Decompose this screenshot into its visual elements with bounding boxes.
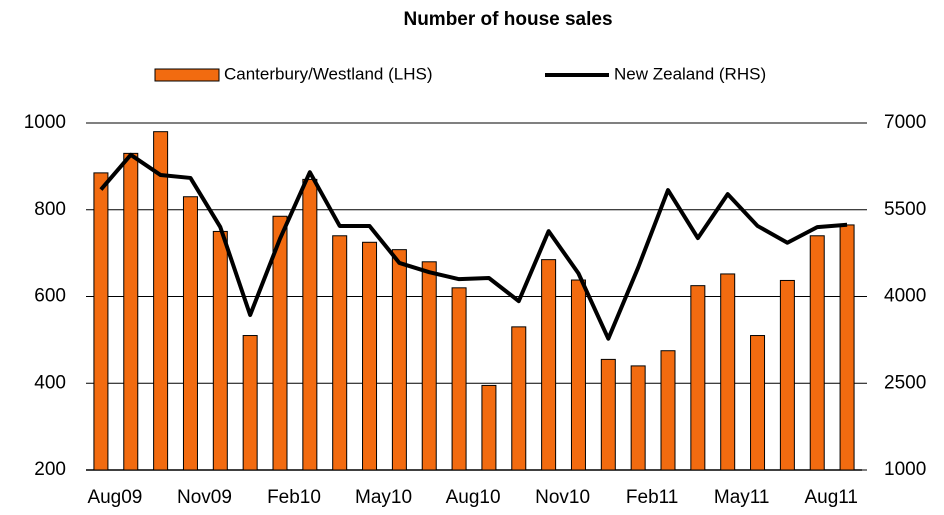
legend-swatch <box>154 68 220 82</box>
bar <box>391 249 407 471</box>
bar <box>242 335 258 471</box>
bar <box>123 152 139 471</box>
y-tick-label: 400 <box>34 372 66 393</box>
bar <box>212 230 228 471</box>
y2-tick-label: 2500 <box>884 372 926 393</box>
y-tick-label: 800 <box>34 199 66 220</box>
x-tick-label: Aug11 <box>804 487 858 508</box>
x-tick-label: May11 <box>714 487 770 508</box>
x-tick-label: Aug10 <box>446 487 501 508</box>
y2-tick-label: 1000 <box>884 459 926 480</box>
bar <box>630 365 646 471</box>
legend-label: New Zealand (RHS) <box>614 64 766 83</box>
bar <box>362 241 378 471</box>
bar <box>182 196 198 471</box>
bar <box>421 261 437 471</box>
bar <box>779 279 795 471</box>
y-tick-label: 200 <box>34 459 66 480</box>
x-tick-label: Nov10 <box>535 487 590 508</box>
bar <box>541 259 557 471</box>
x-tick-label: Feb10 <box>267 487 321 508</box>
bar <box>332 235 348 471</box>
legend-label: Canterbury/Westland (LHS) <box>224 64 433 83</box>
bar <box>451 287 467 471</box>
y-tick-label: 600 <box>34 286 66 307</box>
y2-tick-label: 4000 <box>884 286 926 307</box>
y-tick-label: 1000 <box>24 112 66 133</box>
chart-title: Number of house sales <box>403 9 612 30</box>
bar <box>809 235 825 471</box>
bar <box>481 384 497 471</box>
bar <box>600 358 616 471</box>
bar <box>272 215 288 471</box>
x-tick-label: Nov09 <box>177 487 232 508</box>
bar <box>93 172 109 471</box>
bar <box>839 224 855 471</box>
bar <box>690 285 706 471</box>
x-tick-label: Feb11 <box>626 487 678 508</box>
bar <box>660 350 676 471</box>
bar <box>511 326 527 471</box>
bar <box>302 178 318 471</box>
x-tick-label: May10 <box>355 487 412 508</box>
bar <box>570 279 586 471</box>
bar <box>750 335 766 471</box>
y2-tick-label: 5500 <box>884 199 926 220</box>
y2-tick-label: 7000 <box>884 112 926 133</box>
bar <box>720 273 736 471</box>
x-tick-label: Aug09 <box>87 487 142 508</box>
bar <box>153 131 169 471</box>
line <box>99 152 848 341</box>
